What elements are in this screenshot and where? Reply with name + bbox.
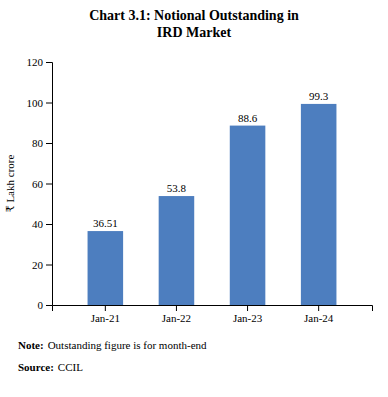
y-tick-label: 100	[27, 97, 44, 109]
y-axis-title: ₹ Lakh crore	[4, 155, 16, 213]
data-label: 36.51	[93, 217, 118, 229]
x-tick-label: Jan-21	[91, 312, 120, 324]
y-axis-line	[46, 63, 53, 306]
note-text: CCIL	[58, 361, 83, 373]
data-labels: 36.51 53.8 88.6 99.3	[93, 90, 329, 229]
data-label: 53.8	[167, 182, 187, 194]
x-tick-label: Jan-22	[162, 312, 191, 324]
x-tick-mark	[247, 305, 248, 311]
y-tick-mark	[46, 62, 52, 63]
note: Note: Outstanding figure is for month-end	[18, 339, 207, 351]
y-tick: 120	[27, 56, 53, 68]
data-label: 88.6	[238, 112, 258, 124]
note-label: Source:	[18, 361, 54, 373]
y-tick-label: 120	[27, 56, 44, 68]
chart: Chart 3.1: Notional Outstanding in IRD Ma…	[0, 0, 388, 397]
y-tick-label: 60	[32, 178, 44, 190]
bar	[159, 196, 195, 305]
y-tick-label: 40	[32, 218, 44, 230]
x-tick-mark	[318, 305, 319, 311]
x-tick-mark	[105, 305, 106, 311]
x-tick: Jan-24	[304, 305, 334, 324]
y-axis: 0 20 40 60 80 100 120	[27, 56, 53, 311]
x-axis-line	[53, 306, 373, 312]
x-tick-label: Jan-24	[304, 312, 334, 324]
x-tick-mark	[176, 305, 177, 311]
note: Source: CCIL	[18, 361, 83, 373]
y-tick: 100	[27, 97, 53, 109]
title-line: Chart 3.1: Notional Outstanding in	[89, 8, 299, 23]
y-tick-label: 80	[32, 137, 44, 149]
note-label: Note:	[18, 339, 44, 351]
title: Chart 3.1: Notional Outstanding in IRD Ma…	[89, 8, 299, 40]
plot: 36.5153.888.699.3Jan-21Jan-22Jan-23Jan-2…	[27, 56, 373, 324]
y-tick: 40	[32, 218, 52, 230]
note-text: Outstanding figure is for month-end	[48, 339, 207, 351]
x-axis: Jan-21 Jan-22 Jan-23 Jan-24	[53, 305, 373, 324]
x-tick: Jan-22	[162, 305, 191, 324]
bar	[301, 104, 337, 305]
title-line: IRD Market	[157, 25, 232, 40]
y-tick-label: 20	[32, 259, 44, 271]
y-tick: 0	[38, 299, 53, 311]
y-tick-mark	[46, 103, 52, 104]
y-tick-mark	[46, 265, 52, 266]
y-tick-mark	[46, 184, 52, 185]
y-tick-label: 0	[38, 299, 44, 311]
data-label: 99.3	[309, 90, 329, 102]
y-tick: 20	[32, 259, 52, 271]
notes: Note: Outstanding figure is for month-end…	[18, 339, 207, 373]
x-tick-label: Jan-23	[233, 312, 263, 324]
y-tick-mark	[46, 143, 52, 144]
x-tick: Jan-23	[233, 305, 263, 324]
y-tick-mark	[46, 224, 52, 225]
bars	[88, 104, 337, 305]
y-tick: 60	[32, 178, 52, 190]
x-tick: Jan-21	[91, 305, 120, 324]
y-tick: 80	[32, 137, 52, 149]
bar	[88, 231, 124, 305]
bar	[230, 126, 266, 305]
y-tick-mark	[46, 305, 52, 306]
